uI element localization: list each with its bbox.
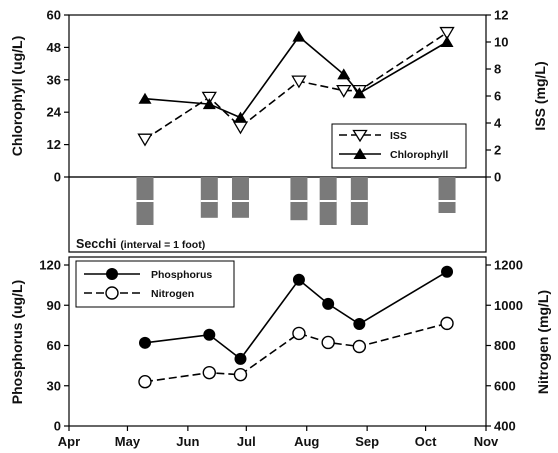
- chlorophyll-point: [202, 98, 216, 110]
- left-tick-label: 90: [47, 298, 61, 313]
- iss-axis-label: ISS (mg/L): [532, 61, 548, 130]
- right-tick-label: 4: [494, 116, 502, 131]
- secchi-bars: [136, 177, 456, 225]
- secchi-title: Secchi (interval = 1 foot): [76, 237, 205, 251]
- chlorophyll-point: [233, 111, 247, 123]
- iss-point: [336, 84, 352, 98]
- month-tick-label: Oct: [415, 434, 437, 449]
- left-tick-label: 0: [54, 170, 61, 185]
- legend-nitrogen-marker: [105, 286, 119, 300]
- left-tick-label: 120: [39, 258, 61, 273]
- secchi-bar: [231, 177, 249, 218]
- top-left-ticks: 0 12 24 36 48 60: [47, 8, 69, 185]
- phosphorus-axis-label: Phosphorus (ug/L): [9, 280, 25, 404]
- right-tick-label: 8: [494, 62, 501, 77]
- bottom-right-ticks: 400 600 800 1000 1200: [486, 258, 523, 434]
- iss-point: [137, 133, 153, 147]
- bottom-legend: Phosphorus Nitrogen: [75, 260, 235, 308]
- top-legend: ISS Chlorophyll: [331, 123, 467, 169]
- bottom-left-ticks: 0 30 60 90 120: [39, 258, 69, 434]
- nitrogen-point: [138, 375, 152, 389]
- month-tick-label: Sep: [355, 434, 379, 449]
- legend-iss-label: ISS: [390, 130, 407, 142]
- phosphorus-point: [234, 352, 247, 365]
- legend-iss-marker: [352, 129, 368, 143]
- month-tick-label: Jun: [176, 434, 199, 449]
- bottom-panel: 0 30 60 90 120 400 600 800 1000 1200 Apr May Jun Ju…: [9, 256, 551, 449]
- left-tick-label: 60: [47, 338, 61, 353]
- right-tick-label: 2: [494, 143, 501, 158]
- left-tick-label: 24: [47, 105, 62, 120]
- phosphorus-point: [292, 273, 305, 286]
- right-tick-label: 800: [494, 338, 516, 353]
- iss-point: [232, 121, 249, 135]
- secchi-label: Secchi: [76, 237, 116, 251]
- month-tick-label: Aug: [294, 434, 319, 449]
- iss-point: [291, 75, 307, 89]
- right-tick-label: 6: [494, 89, 501, 104]
- chlorophyll-point: [138, 92, 152, 104]
- top-right-ticks: 0 2 4 6 8 10 12: [486, 8, 508, 185]
- right-tick-label: 400: [494, 419, 516, 434]
- secchi-bar: [438, 177, 456, 213]
- left-tick-label: 30: [47, 378, 61, 393]
- right-tick-label: 1200: [494, 258, 523, 273]
- nitrogen-point: [202, 365, 216, 380]
- right-tick-label: 0: [494, 170, 501, 185]
- month-tick-label: Jul: [237, 434, 256, 449]
- secchi-bar: [290, 177, 308, 221]
- legend-nitrogen-label: Nitrogen: [151, 288, 194, 300]
- secchi-panel: Secchi (interval = 1 foot): [68, 176, 487, 253]
- bottom-plot-frame: [68, 256, 487, 427]
- month-ticks: Apr May Jun Jul Aug Sep Oct Nov: [58, 426, 499, 449]
- secchi-bar: [200, 177, 218, 218]
- chlorophyll-point: [352, 87, 366, 99]
- nitrogen-point: [440, 316, 454, 331]
- bottom-legend-box: [75, 260, 235, 308]
- iss-point: [439, 26, 455, 40]
- month-tick-label: Nov: [474, 434, 499, 449]
- chlorophyll-point: [440, 36, 454, 47]
- right-tick-label: 12: [494, 8, 508, 23]
- phosphorus-point: [203, 328, 216, 341]
- left-tick-label: 36: [47, 72, 61, 87]
- left-tick-label: 12: [47, 137, 61, 152]
- legend-phosphorus-label: Phosphorus: [151, 269, 212, 281]
- left-tick-label: 48: [47, 40, 61, 55]
- top-series: [137, 26, 455, 147]
- phosphorus-point: [138, 336, 151, 349]
- right-tick-label: 600: [494, 378, 516, 393]
- month-tick-label: Apr: [58, 434, 80, 449]
- secchi-interval-note: (interval = 1 foot): [120, 239, 205, 251]
- left-tick-label: 60: [47, 8, 61, 23]
- nitrogen-point: [233, 367, 248, 382]
- right-tick-label: 10: [494, 35, 508, 50]
- iss-line: [144, 31, 448, 140]
- phosphorus-point: [441, 265, 454, 278]
- chlorophyll-axis-label: Chlorophyll (ug/L): [9, 36, 25, 157]
- phosphorus-point: [322, 297, 335, 310]
- nitrogen-point: [321, 335, 335, 350]
- legend-chlorophyll-marker: [353, 148, 367, 159]
- nitrogen-point: [292, 326, 306, 341]
- chlorophyll-point: [292, 30, 306, 42]
- month-tick-label: May: [115, 434, 141, 449]
- phosphorus-point: [353, 318, 366, 331]
- right-tick-label: 1000: [494, 298, 523, 313]
- secchi-frame: [68, 176, 487, 253]
- iss-point: [201, 91, 217, 105]
- chlorophyll-point: [337, 68, 351, 80]
- nitrogen-point: [352, 339, 367, 354]
- legend-chlorophyll-label: Chlorophyll: [390, 149, 448, 161]
- nitrogen-axis-label: Nitrogen (mg/L): [535, 290, 551, 394]
- bottom-series: [138, 265, 454, 389]
- legend-phosphorus-marker: [106, 268, 118, 280]
- left-tick-label: 0: [54, 419, 61, 434]
